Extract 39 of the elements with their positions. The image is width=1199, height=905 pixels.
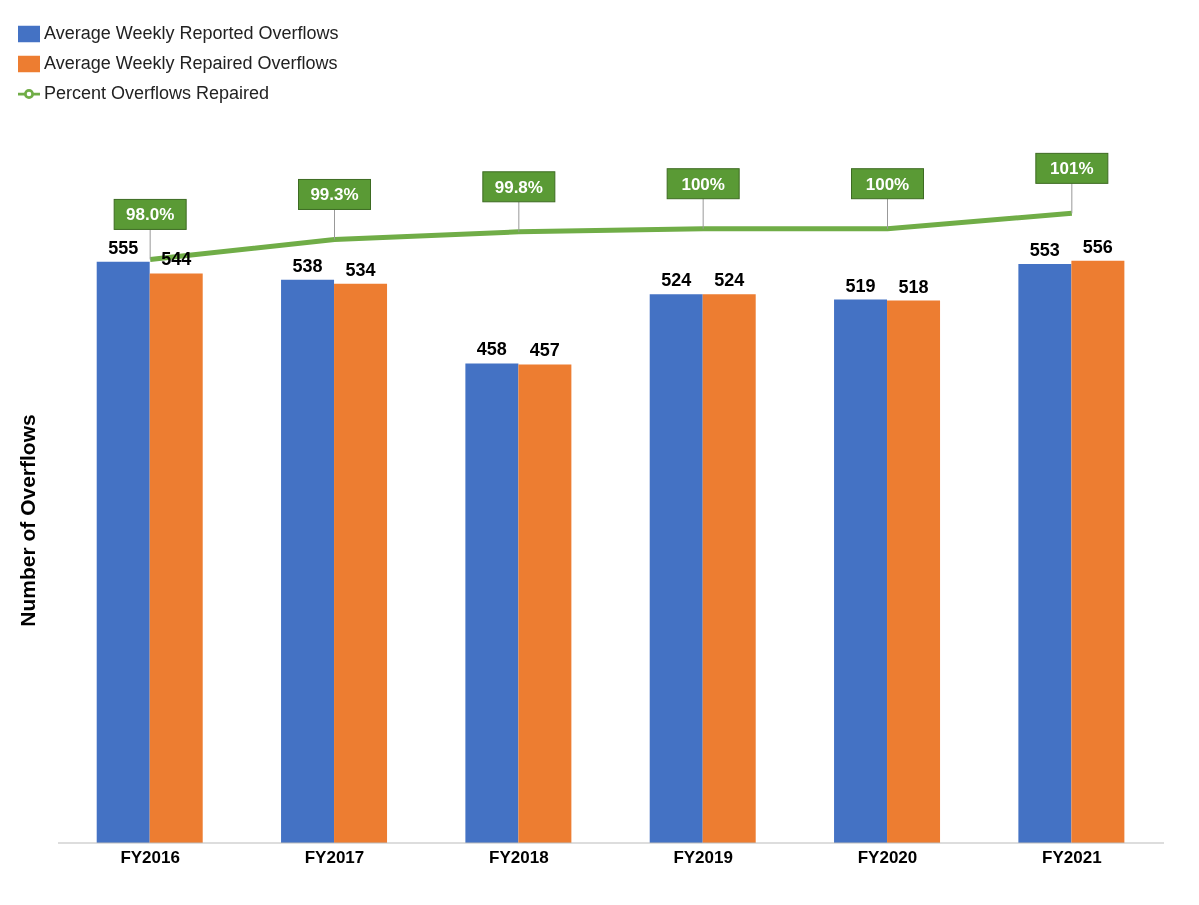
data-label: 518 <box>898 276 929 297</box>
x-tick-label: FY2016 <box>120 848 180 868</box>
bar <box>887 300 941 843</box>
bar <box>649 294 703 843</box>
bar <box>518 364 572 843</box>
data-label: 555 <box>108 237 139 258</box>
data-label: 519 <box>845 275 876 296</box>
bar <box>149 273 203 843</box>
x-tick-label: FY2017 <box>304 848 365 868</box>
x-tick-label: FY2019 <box>673 848 733 868</box>
legend-label: Average Weekly Reported Overflows <box>44 23 339 43</box>
data-label: 98.0% <box>126 205 175 225</box>
data-label: 553 <box>1029 239 1060 260</box>
data-label: 524 <box>714 270 745 291</box>
data-label: 556 <box>1082 236 1113 257</box>
data-label: 99.3% <box>310 185 359 205</box>
x-tick-label: FY2021 <box>1042 848 1102 868</box>
y-axis-title: Number of Overflows <box>16 414 40 627</box>
data-label: 524 <box>661 270 692 291</box>
bar <box>465 363 519 843</box>
bar <box>702 294 756 843</box>
data-label: 538 <box>292 255 323 276</box>
bar <box>281 279 335 843</box>
data-label: 100% <box>681 174 725 194</box>
data-label: 458 <box>476 339 507 360</box>
legend-label: Average Weekly Repaired Overflows <box>44 53 338 73</box>
x-tick-label: FY2020 <box>857 848 918 868</box>
data-label: 99.8% <box>494 177 543 197</box>
data-label: 457 <box>529 340 560 361</box>
bar <box>96 261 150 843</box>
legend-label: Percent Overflows Repaired <box>44 83 270 103</box>
data-label: 534 <box>345 259 376 280</box>
bar <box>334 283 388 843</box>
data-label: 100% <box>865 174 910 194</box>
bar <box>1071 260 1125 843</box>
x-tick-label: FY2018 <box>489 848 549 868</box>
bar <box>1018 263 1072 843</box>
data-label: 101% <box>1050 159 1094 179</box>
bar <box>834 299 888 843</box>
